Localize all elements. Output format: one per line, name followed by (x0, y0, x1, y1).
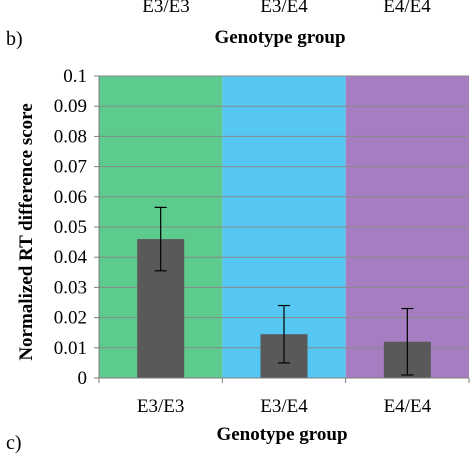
x-axis-title: Genotype group (216, 424, 347, 445)
plot-area: 0 0.01 0.02 0.03 0.04 0.05 0.06 0.07 0.08 0.09 0.1… (54, 66, 470, 417)
y-tick-label-0.04: 0.04 (54, 247, 88, 268)
y-tick-label-0.07: 0.07 (54, 157, 87, 178)
y-tick-labels: 0 0.01 0.02 0.03 0.04 0.05 0.06 0.07 0.08 0.09 0.1 (54, 66, 88, 389)
x-tick-labels: E3/E3 E3/E4 E4/E4 (137, 396, 432, 417)
prev-x-axis-title: Genotype group (214, 27, 345, 48)
y-tick-label-0.05: 0.05 (54, 217, 87, 238)
x-tick-label-e3e3: E3/E3 (137, 396, 185, 417)
y-tick-label-0.06: 0.06 (54, 187, 87, 208)
prev-category-label-e3e3: E3/E3 (142, 0, 190, 17)
panel-label-c: c) (6, 432, 22, 454)
panel-label-b: b) (6, 28, 23, 50)
y-tick-label-0.1: 0.1 (63, 66, 87, 87)
y-tick-label-0.02: 0.02 (54, 308, 87, 329)
y-tick-label-0.09: 0.09 (54, 96, 87, 117)
axes (98, 76, 470, 383)
bars (137, 206, 431, 378)
x-tick-label-e4e4: E4/E4 (384, 396, 432, 417)
prev-category-label-e4e4: E4/E4 (383, 0, 431, 17)
x-tick-label-e3e4: E3/E4 (260, 396, 308, 417)
y-tick-label-0: 0 (78, 368, 88, 389)
y-tick-label-0.08: 0.08 (54, 126, 87, 147)
prev-category-label-e3e4: E3/E4 (260, 0, 308, 17)
y-tick-label-0.03: 0.03 (54, 277, 87, 298)
previous-panel-fragment: E3/E3 E3/E4 E4/E4 b) Genotype group (6, 0, 431, 50)
y-tick-label-0.01: 0.01 (54, 338, 87, 359)
y-axis-title: Normalized RT difference score (16, 103, 37, 360)
